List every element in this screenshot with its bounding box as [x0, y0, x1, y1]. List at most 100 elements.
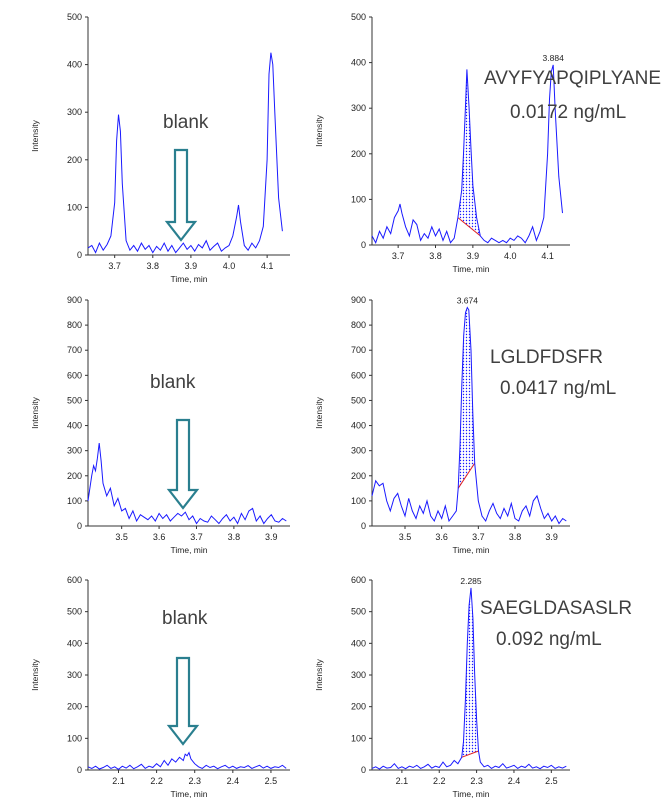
- y-tick-label: 0: [77, 521, 82, 531]
- y-tick-label: 600: [351, 575, 366, 585]
- baseline: [461, 750, 479, 758]
- annotation-title: SAEGLDASASLR: [480, 598, 632, 619]
- y-tick-label: 400: [351, 638, 366, 648]
- x-tick-label: 3.9: [185, 261, 198, 271]
- y-tick-label: 800: [67, 320, 82, 330]
- y-axis-label: Intensity: [314, 396, 324, 428]
- y-tick-label: 0: [361, 765, 366, 775]
- y-tick-label: 300: [351, 103, 366, 113]
- baseline: [457, 462, 476, 489]
- peak-label: 3.884: [543, 53, 565, 63]
- series-line: [371, 306, 567, 525]
- y-tick-label: 300: [67, 107, 82, 117]
- y-tick-label: 300: [67, 670, 82, 680]
- x-tick-label: 4.1: [261, 261, 274, 271]
- chart-panel-r1c1: 0 100 200 300 400 500 3.7 3.8 3.9 4.0 4.1 Time, min…: [30, 12, 290, 284]
- annotation-title: blank: [150, 372, 196, 393]
- y-axis-label: Intensity: [30, 658, 40, 690]
- annotation-value: 0.0172 ng/mL: [510, 102, 626, 123]
- annotation-title: blank: [163, 112, 209, 133]
- down-arrow-icon: [166, 418, 200, 510]
- y-tick-label: 100: [67, 496, 82, 506]
- y-tick-label: 500: [67, 395, 82, 405]
- baseline: [457, 217, 481, 237]
- y-tick-label: 500: [351, 12, 366, 22]
- chart-panel-r2c2: 0 100 200 300 400 500 600 700 800 900 3.5 3.6 3.7 3.8…: [314, 295, 616, 555]
- y-tick-label: 200: [67, 471, 82, 481]
- x-tick-label: 2.2: [433, 776, 446, 786]
- x-axis-label: Time, min: [171, 274, 208, 284]
- y-tick-label: 200: [351, 149, 366, 159]
- y-tick-label: 400: [67, 421, 82, 431]
- chart-panel-r3c1: 0 100 200 300 400 500 600 2.1 2.2 2.3 2.4 2.5 Time, …: [30, 575, 290, 799]
- y-axis-label: Intensity: [314, 658, 324, 690]
- x-tick-label: 3.6: [435, 532, 448, 542]
- annotation-value: 0.0417 ng/mL: [500, 378, 616, 399]
- y-tick-label: 400: [67, 60, 82, 70]
- x-tick-label: 2.3: [470, 776, 483, 786]
- y-axis-label: Intensity: [314, 114, 324, 146]
- x-tick-label: 3.8: [429, 251, 442, 261]
- peak-label: 2.285: [460, 576, 482, 586]
- y-tick-label: 200: [351, 702, 366, 712]
- y-tick-label: 0: [77, 765, 82, 775]
- y-tick-label: 900: [351, 295, 366, 305]
- peak-area: [457, 69, 481, 236]
- y-tick-label: 100: [67, 733, 82, 743]
- x-tick-label: 3.8: [228, 532, 241, 542]
- annotation-title: AVYFYAPQIPLYANE: [484, 68, 661, 89]
- x-tick-label: 2.2: [150, 776, 163, 786]
- peak-area: [461, 587, 479, 758]
- series-line: [87, 443, 287, 525]
- x-axis-label: Time, min: [453, 264, 490, 274]
- annotation-title: blank: [162, 608, 208, 629]
- x-tick-label: 3.8: [509, 532, 522, 542]
- y-tick-label: 400: [351, 58, 366, 68]
- chart-panel-r3c2: 0 100 200 300 400 500 600 2.1 2.2 2.3 2.4 2.5 Time, …: [314, 575, 632, 799]
- x-tick-label: 2.5: [265, 776, 278, 786]
- series-line: [371, 587, 567, 770]
- y-tick-label: 900: [67, 295, 82, 305]
- x-tick-label: 3.9: [467, 251, 480, 261]
- x-tick-label: 3.5: [115, 532, 128, 542]
- x-tick-label: 3.7: [392, 251, 405, 261]
- x-tick-label: 3.8: [147, 261, 160, 271]
- y-tick-label: 0: [361, 240, 366, 250]
- peak-area: [458, 307, 475, 489]
- y-tick-label: 500: [351, 395, 366, 405]
- chart-panel-r2c1: 0 100 200 300 400 500 600 700 800 900 3.5 3.6 3.7 3.8…: [30, 295, 290, 555]
- x-tick-label: 4.0: [504, 251, 517, 261]
- y-axis-label: Intensity: [30, 396, 40, 428]
- series-line: [87, 52, 283, 254]
- down-arrow-icon: [164, 148, 198, 242]
- x-tick-label: 2.3: [188, 776, 201, 786]
- y-tick-label: 600: [67, 575, 82, 585]
- y-tick-label: 500: [67, 12, 82, 22]
- down-arrow-icon: [166, 656, 200, 746]
- y-tick-label: 600: [67, 370, 82, 380]
- y-tick-label: 0: [361, 521, 366, 531]
- y-tick-label: 100: [67, 202, 82, 212]
- x-tick-label: 2.5: [545, 776, 558, 786]
- x-tick-label: 2.4: [227, 776, 240, 786]
- y-axis-label: Intensity: [30, 119, 40, 151]
- y-tick-label: 300: [351, 670, 366, 680]
- y-tick-label: 300: [67, 446, 82, 456]
- x-axis-label: Time, min: [453, 545, 490, 555]
- y-tick-label: 300: [351, 446, 366, 456]
- x-tick-label: 4.1: [541, 251, 554, 261]
- chart-panel-r1c2: 0 100 200 300 400 500 3.7 3.8 3.9 4.0 4.1 Time, min…: [314, 12, 661, 274]
- y-tick-label: 100: [351, 194, 366, 204]
- x-tick-label: 3.7: [190, 532, 203, 542]
- y-tick-label: 200: [67, 155, 82, 165]
- x-tick-label: 2.1: [396, 776, 409, 786]
- peak-label: 3.674: [457, 296, 479, 306]
- x-tick-label: 3.5: [399, 532, 412, 542]
- x-tick-label: 2.4: [508, 776, 521, 786]
- series-line: [371, 64, 563, 244]
- series-line: [87, 751, 287, 771]
- y-tick-label: 700: [351, 345, 366, 355]
- y-tick-label: 400: [351, 421, 366, 431]
- x-tick-label: 3.7: [108, 261, 121, 271]
